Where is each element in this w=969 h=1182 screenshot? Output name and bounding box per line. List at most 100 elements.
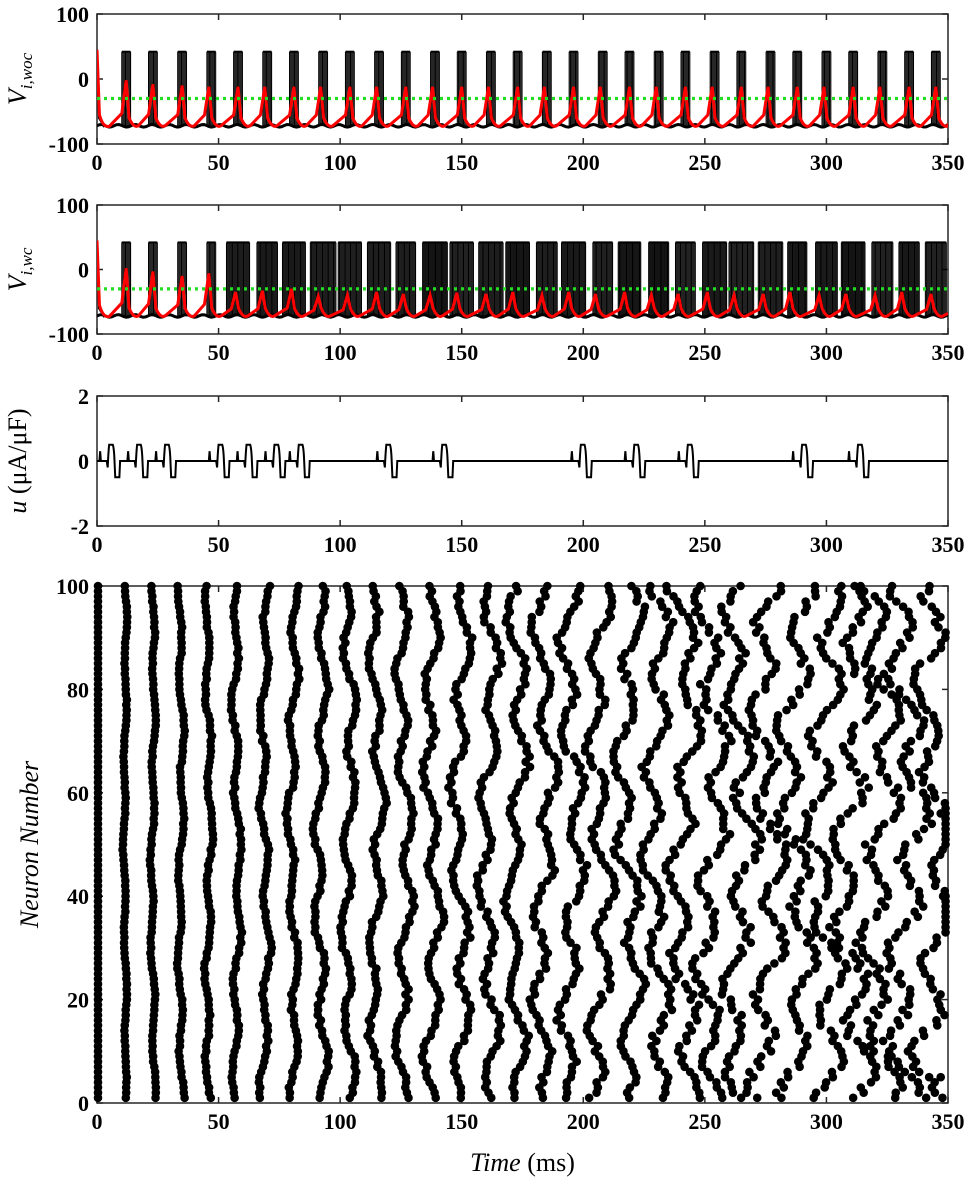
spike-dot — [846, 1021, 856, 1030]
spike-dot — [887, 581, 897, 591]
spike-dot — [604, 581, 613, 591]
x-tick-label: 250 — [688, 1109, 721, 1134]
spike-dot — [770, 959, 779, 968]
spike-dot — [487, 995, 496, 1004]
spike-dot — [731, 871, 741, 880]
spike-dot — [537, 881, 547, 891]
spike-dot — [901, 840, 910, 849]
y-tick-label: -2 — [71, 514, 89, 539]
spike-dot — [120, 581, 130, 591]
spike-dot — [879, 669, 889, 679]
spike-dot — [852, 767, 861, 777]
spike-dot — [869, 1005, 879, 1015]
spike-dot — [771, 659, 781, 668]
spike-dot — [914, 886, 924, 896]
spike-dot — [863, 1015, 872, 1025]
spike-dot — [731, 778, 741, 787]
spike-dot — [638, 840, 648, 849]
spike-dot — [849, 721, 859, 730]
y-tick-label: 20 — [67, 988, 89, 1013]
spike-dot — [450, 757, 460, 767]
spike-dot — [936, 990, 945, 999]
spike-dot — [831, 928, 841, 937]
spike-dot — [746, 922, 755, 932]
spike-dot — [726, 1078, 736, 1087]
spike-dot — [668, 617, 678, 627]
spike-dot — [711, 654, 720, 663]
spike-dot — [734, 654, 744, 663]
x-tick-label: 250 — [688, 340, 721, 365]
spike-dot — [756, 607, 766, 617]
spike-dot — [930, 1078, 939, 1087]
spike-dot — [690, 953, 700, 963]
spike-dot — [453, 1041, 463, 1051]
spike-dot — [848, 623, 858, 632]
x-tick-label: 50 — [208, 532, 230, 557]
spike-dot — [663, 607, 673, 617]
spike-dot — [737, 1010, 746, 1020]
spike-dot — [713, 710, 723, 720]
spike-dot — [720, 721, 730, 730]
x-tick-label: 100 — [324, 1109, 357, 1134]
spike-dot — [906, 736, 916, 746]
y-tick-label: 60 — [67, 781, 89, 806]
spike-dot — [681, 793, 690, 803]
spike-dot — [898, 1005, 907, 1015]
spike-dot — [791, 907, 800, 917]
x-tick-label: 350 — [932, 340, 965, 365]
spike-dot — [805, 726, 815, 736]
spike-dot — [860, 840, 870, 849]
spike-dot — [646, 928, 656, 937]
spike-dot — [818, 933, 828, 942]
spike-dot — [492, 664, 502, 674]
spike-dot — [895, 685, 904, 694]
spike-dot — [747, 819, 757, 829]
spike-dot — [891, 721, 900, 730]
spike-dot — [459, 984, 469, 994]
spike-dot — [874, 824, 883, 834]
spike-dot — [927, 819, 937, 829]
spike-dot — [594, 705, 604, 715]
spike-dot — [425, 581, 434, 591]
spike-burst — [535, 242, 558, 316]
spike-dot — [625, 1083, 635, 1092]
spike-dot — [543, 788, 553, 798]
spike-dot — [794, 685, 804, 694]
spike-dot — [919, 824, 929, 834]
spike-dot — [665, 855, 674, 865]
spike-dot — [766, 819, 775, 829]
spike-dot — [856, 788, 866, 798]
spike-dot — [535, 969, 544, 979]
spike-dot — [552, 633, 562, 642]
spike-dot — [938, 891, 948, 901]
x-tick-label: 150 — [445, 150, 478, 175]
x-tick-label: 300 — [810, 1109, 843, 1134]
spike-dot — [515, 685, 525, 694]
spike-dot — [563, 902, 573, 911]
spike-dot — [627, 581, 636, 591]
spike-dot — [656, 597, 665, 606]
spike-dot — [895, 969, 905, 979]
spike-burst — [337, 242, 363, 316]
spike-burst — [728, 242, 755, 316]
spike-dot — [907, 700, 916, 710]
spike-dot — [809, 943, 819, 953]
y-tick-label: 100 — [56, 193, 89, 218]
y-axis-label: Neuron Number — [15, 760, 44, 929]
spike-dot — [813, 845, 823, 854]
spike-dot — [914, 767, 924, 777]
spike-dot — [772, 829, 782, 839]
spike-burst — [924, 242, 947, 316]
spike-burst — [449, 242, 474, 316]
x-tick-label: 200 — [567, 150, 600, 175]
spike-dot — [891, 1088, 901, 1097]
x-tick-label: 200 — [567, 1109, 600, 1134]
x-axis-label: Time (ms) — [470, 1148, 575, 1177]
x-tick-label: 50 — [208, 150, 230, 175]
spike-dot — [680, 659, 690, 668]
spike-dot — [724, 1052, 734, 1061]
spike-dot — [472, 871, 482, 880]
spike-dot — [827, 1067, 837, 1077]
spike-dot — [844, 860, 854, 870]
